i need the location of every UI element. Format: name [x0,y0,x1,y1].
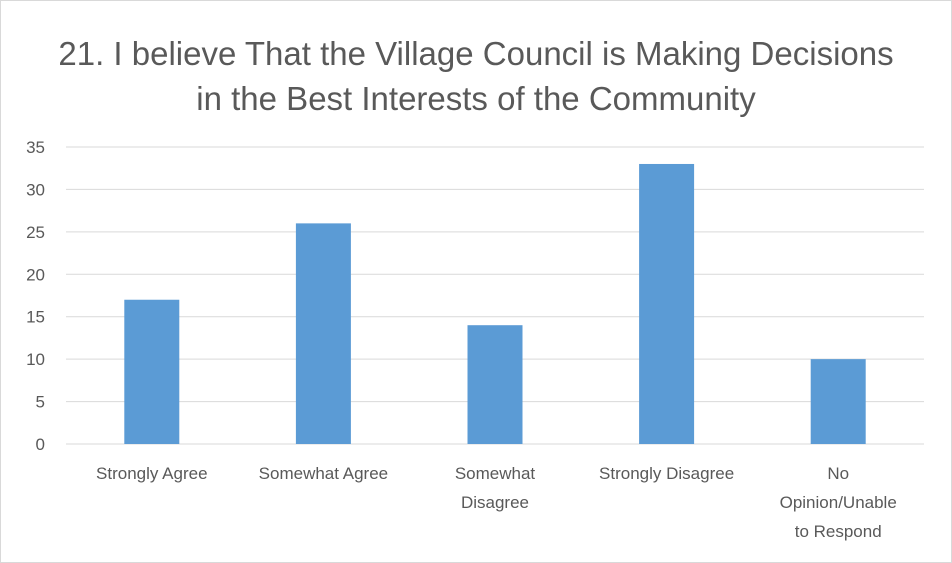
x-tick-label: Strongly Disagree [599,464,734,483]
y-tick-label: 35 [26,138,45,157]
y-tick-label: 20 [26,265,45,284]
y-tick-label: 15 [26,308,45,327]
x-tick-label: Strongly Agree [96,464,208,483]
x-tick-label: Opinion/Unable [780,493,897,512]
x-tick-label: to Respond [795,522,882,541]
y-tick-label: 0 [36,435,45,454]
chart-title: 21. I believe That the Village Council i… [58,35,894,117]
bar [467,325,523,444]
y-tick-label: 30 [26,180,45,199]
y-tick-label: 5 [36,393,45,412]
x-tick-label: Somewhat [455,464,536,483]
bar [639,163,695,444]
x-tick-label: No [827,464,849,483]
y-tick-label: 10 [26,350,45,369]
x-tick-label: Somewhat Agree [259,464,388,483]
x-tick-label: Disagree [461,493,529,512]
bar [124,299,180,444]
y-tick-label: 25 [26,223,45,242]
bar [295,223,351,444]
bar [810,359,866,444]
